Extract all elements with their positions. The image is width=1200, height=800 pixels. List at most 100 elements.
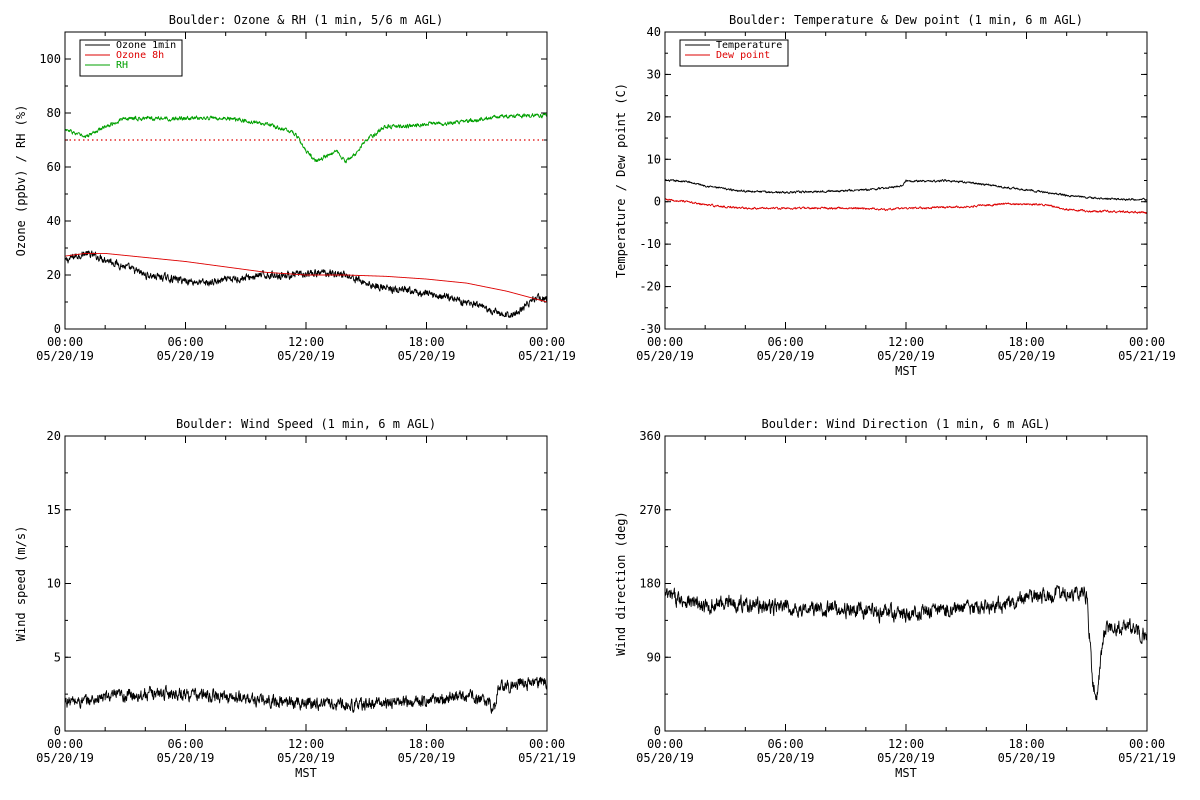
x-tick-date: 05/20/19 [757,751,815,765]
legend-label: Ozone 1min [116,40,176,51]
legend-label: Temperature [716,40,782,51]
y-tick-label: 0 [54,724,61,738]
x-tick-date: 05/20/19 [277,751,335,765]
legend-label: Ozone 8h [116,50,164,61]
panel-temp_dew: Boulder: Temperature & Dew point (1 min,… [614,13,1176,378]
x-tick-date: 05/20/19 [277,349,335,363]
x-tick-date: 05/20/19 [398,751,456,765]
x-tick-time: 12:00 [288,737,324,751]
y-tick-label: 30 [647,67,661,81]
x-axis-label: MST [295,766,317,780]
x-tick-date: 05/20/19 [157,349,215,363]
series-line-rh [65,112,547,164]
x-tick-date: 05/21/19 [1118,349,1176,363]
plot-area [665,584,1147,701]
x-tick-date: 05/21/19 [518,751,576,765]
y-tick-label: 60 [47,160,61,174]
x-axis-label: MST [895,364,917,378]
x-tick-date: 05/20/19 [636,751,694,765]
x-tick-date: 05/20/19 [877,751,935,765]
x-tick-date: 05/20/19 [36,751,94,765]
chart-title: Boulder: Wind Direction (1 min, 6 m AGL) [762,417,1051,431]
y-tick-label: 20 [47,268,61,282]
series-line-temperature [665,179,1147,201]
x-tick-date: 05/20/19 [157,751,215,765]
y-tick-label: 40 [47,214,61,228]
x-tick-date: 05/20/19 [757,349,815,363]
panel-ozone_rh: Boulder: Ozone & RH (1 min, 5/6 m AGL) 0 2… [14,13,576,363]
y-axis-label: Temperature / Dew point (C) [614,83,628,278]
x-tick-date: 05/20/19 [998,751,1056,765]
panel-wind_dir: Boulder: Wind Direction (1 min, 6 m AGL)… [614,417,1176,780]
x-tick-time: 12:00 [888,737,924,751]
plot-frame [664,31,1148,330]
legend-label: RH [116,60,128,71]
series-line-wind_speed [65,676,547,714]
x-tick-time: 06:00 [767,737,803,751]
y-tick-label: 0 [654,724,661,738]
y-tick-label: -30 [639,322,661,336]
x-tick-time: 18:00 [408,335,444,349]
chart-title: Boulder: Ozone & RH (1 min, 5/6 m AGL) [169,13,444,27]
x-tick-date: 05/21/19 [1118,751,1176,765]
y-tick-label: 0 [54,322,61,336]
y-axis-label: Wind direction (deg) [614,511,628,656]
plot-frame [664,435,1148,732]
chart-title: Boulder: Wind Speed (1 min, 6 m AGL) [176,417,436,431]
x-tick-time: 18:00 [1008,737,1044,751]
x-tick-date: 05/20/19 [398,349,456,363]
y-tick-label: 15 [47,503,61,517]
legend-label: Dew point [716,50,770,61]
x-tick-time: 00:00 [529,737,565,751]
y-tick-label: 20 [647,110,661,124]
x-tick-time: 00:00 [1129,335,1165,349]
plot-area [65,676,547,714]
plot-frame [64,435,548,732]
y-tick-label: 100 [39,52,61,66]
x-tick-time: 06:00 [167,737,203,751]
x-tick-date: 05/20/19 [877,349,935,363]
x-tick-time: 00:00 [647,335,683,349]
legend-box [679,39,789,67]
y-tick-label: 0 [654,195,661,209]
x-tick-date: 05/20/19 [36,349,94,363]
y-axis-label: Ozone (ppbv) / RH (%) [14,105,28,257]
y-tick-label: 20 [47,429,61,443]
x-tick-date: 05/20/19 [636,349,694,363]
series-line-dew-point [665,198,1147,215]
y-axis-label: Wind speed (m/s) [14,526,28,642]
y-tick-label: 5 [54,650,61,664]
plot-area [65,112,547,318]
x-tick-time: 00:00 [47,737,83,751]
y-tick-label: 90 [647,650,661,664]
y-tick-label: 10 [647,152,661,166]
legend-box [79,39,183,77]
series-line-ozone-8h [65,252,547,303]
y-tick-label: -20 [639,280,661,294]
x-tick-time: 00:00 [529,335,565,349]
y-tick-label: 80 [47,106,61,120]
y-tick-label: 10 [47,577,61,591]
y-tick-label: 360 [639,429,661,443]
plot-area [665,179,1147,215]
x-tick-time: 18:00 [1008,335,1044,349]
plot-frame [64,31,548,330]
x-tick-time: 00:00 [1129,737,1165,751]
x-tick-time: 06:00 [167,335,203,349]
x-tick-date: 05/20/19 [998,349,1056,363]
series-line-ozone-1min [65,250,547,318]
chart-title: Boulder: Temperature & Dew point (1 min,… [729,13,1083,27]
x-tick-time: 06:00 [767,335,803,349]
x-tick-time: 12:00 [888,335,924,349]
x-axis-label: MST [895,766,917,780]
x-tick-date: 05/21/19 [518,349,576,363]
panel-wind_speed: Boulder: Wind Speed (1 min, 6 m AGL) 0 5 10… [14,417,576,780]
x-tick-time: 00:00 [647,737,683,751]
y-tick-label: 40 [647,25,661,39]
x-tick-time: 00:00 [47,335,83,349]
series-line-wind_dir [665,584,1147,701]
y-tick-label: 270 [639,503,661,517]
